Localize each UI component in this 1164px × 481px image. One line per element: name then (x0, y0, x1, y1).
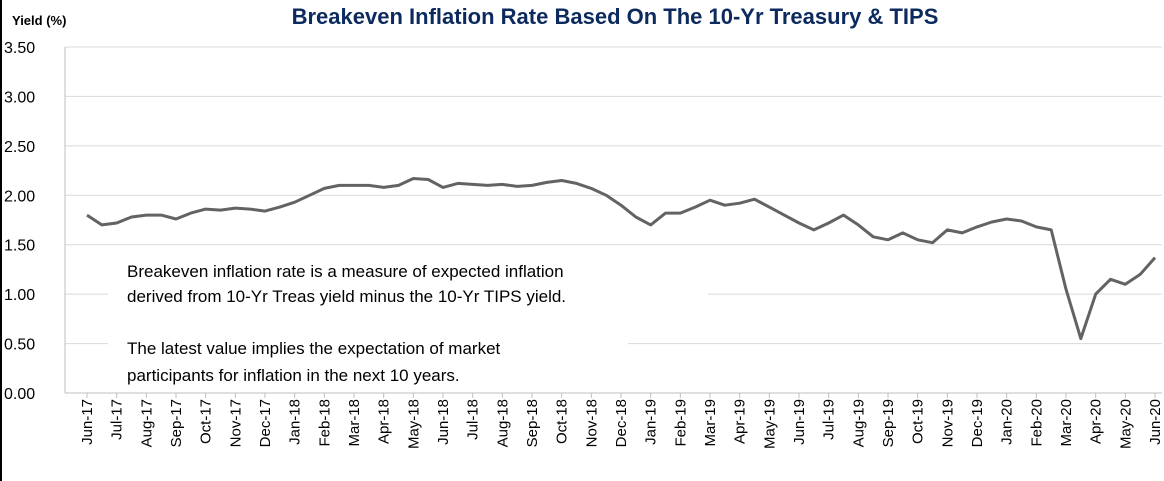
x-tick-label: Nov-19 (939, 399, 956, 447)
x-tick-label: Jan-18 (287, 399, 304, 445)
x-tick-label: Jan-20 (999, 399, 1016, 445)
y-tick-label: 0.00 (4, 386, 35, 403)
x-tick-label: Nov-18 (583, 399, 600, 447)
x-tick-label: Dec-18 (613, 399, 630, 447)
y-tick-label: 1.50 (4, 238, 35, 255)
x-tick-label: Mar-20 (1058, 399, 1075, 447)
x-tick-label: Aug-19 (850, 399, 867, 447)
x-tick-label: Dec-17 (257, 399, 274, 447)
y-tick-label: 2.00 (4, 188, 35, 205)
data-line (86, 177, 1157, 341)
y-tick-label: 3.00 (4, 89, 35, 106)
annotation-box (108, 255, 708, 307)
x-tick-label: Jan-19 (643, 399, 660, 445)
x-tick-label: Oct-18 (554, 399, 571, 444)
x-tick-label: Feb-20 (1028, 399, 1045, 447)
x-tick-label: Oct-19 (910, 399, 927, 444)
annotation: derived from 10-Yr Treas yield minus the… (127, 287, 566, 306)
annotation: participants for inflation in the next 1… (127, 366, 460, 385)
x-tick-label: Jul-17 (109, 399, 126, 440)
x-tick-label: Jul-18 (465, 399, 482, 440)
x-tick-label: Aug-18 (494, 399, 511, 447)
x-tick-label: Mar-18 (346, 399, 363, 447)
x-tick-label: Sep-18 (524, 399, 541, 447)
x-tick-label: Dec-19 (969, 399, 986, 447)
x-tick-label: Nov-17 (227, 399, 244, 447)
y-tick-label: 2.50 (4, 139, 35, 156)
x-tick-label: Apr-20 (1088, 399, 1105, 444)
x-tick-label: May-19 (761, 399, 778, 449)
x-tick-label: Jul-19 (821, 399, 838, 440)
x-tick-label: May-20 (1117, 399, 1134, 449)
y-tick-label: 3.50 (4, 40, 35, 57)
x-tick-label: Jun-19 (791, 399, 808, 445)
annotation: The latest value implies the expectation… (127, 339, 501, 358)
x-tick-label: Jun-18 (435, 399, 452, 445)
chart-title: Breakeven Inflation Rate Based On The 10… (292, 4, 939, 29)
x-tick-label: Sep-17 (168, 399, 185, 447)
x-tick-label: Aug-17 (138, 399, 155, 447)
y-tick-label: 1.00 (4, 287, 35, 304)
x-tick-label: Apr-18 (376, 399, 393, 444)
x-tick-label: Apr-19 (732, 399, 749, 444)
x-tick-label: Sep-19 (880, 399, 897, 447)
x-tick-label: Jun-17 (79, 399, 96, 445)
annotation-box (108, 330, 628, 388)
x-tick-label: Feb-18 (316, 399, 333, 447)
y-tick-label: 0.50 (4, 337, 35, 354)
x-tick-label: May-18 (405, 399, 422, 449)
x-tick-label: Oct-17 (198, 399, 215, 444)
x-tick-label: Mar-19 (702, 399, 719, 447)
x-tick-label: Jun-20 (1147, 399, 1164, 445)
annotation: Breakeven inflation rate is a measure of… (127, 262, 564, 281)
y-axis-label: Yield (%) (12, 13, 66, 28)
x-tick-label: Feb-19 (672, 399, 689, 447)
